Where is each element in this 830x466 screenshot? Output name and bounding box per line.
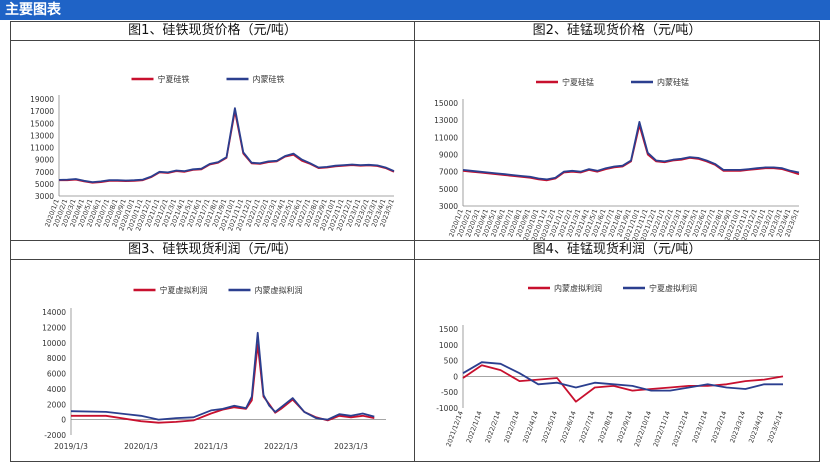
y-tick-label: 19000	[30, 95, 54, 104]
x-tick-label: 2022/7/14	[578, 410, 597, 444]
x-tick-label: 2023/3/14	[728, 410, 747, 444]
x-tick-label: 2021/12/14	[445, 410, 465, 448]
chart-panel-3: 图3、硅铁现货利润（元/吨） 宁夏虚拟利润 内蒙虚拟利润 -2000 0 2000 400…	[10, 240, 415, 462]
legend-label: 内蒙硅锰	[657, 77, 689, 87]
y-tick-label: 0	[61, 416, 66, 425]
legend: 宁夏虚拟利润 内蒙虚拟利润	[133, 285, 303, 295]
y-tick-label: 5000	[35, 180, 54, 189]
y-tick-label: 4000	[47, 385, 66, 394]
chart-svg: 宁夏硅锰 内蒙硅锰30005000700090001100013000150002…	[434, 77, 801, 240]
x-tick-label: 2022/1/3	[264, 442, 298, 451]
y-tick-label: 3000	[35, 192, 54, 201]
x-tick-label: 2023/4/14	[747, 410, 766, 444]
chart-title: 图1、硅铁现货价格（元/吨）	[11, 22, 414, 41]
y-tick-label: 15000	[434, 99, 458, 108]
x-tick-label: 2023/5/14	[766, 410, 785, 444]
y-tick-label: 9000	[439, 151, 458, 160]
chart-title: 图3、硅铁现货利润（元/吨）	[11, 241, 414, 260]
x-tick-label: 2023/2/14	[709, 410, 728, 444]
y-tick-label: -500	[441, 388, 458, 397]
chart-panel-4: 图4、硅锰现货利润（元/吨） 内蒙虚拟利润 宁夏虚拟利润 -1000 -500 0 500…	[414, 240, 820, 462]
chart-svg: 宁夏虚拟利润 内蒙虚拟利润 -2000 0 2000 4000 6000 8000 10000 1…	[42, 285, 386, 451]
chart-panel-1: 图1、硅铁现货价格（元/吨） 宁夏硅铁 内蒙硅铁 3000 5000 7000 9000 1…	[10, 21, 415, 241]
header-banner: 主要图表	[0, 0, 830, 20]
x-tick-label: 2022/1/14	[465, 410, 484, 444]
y-tick-label: 1500	[439, 325, 458, 334]
y-tick-label: 2000	[47, 400, 66, 409]
x-tick-label: 2022/6/14	[559, 410, 578, 444]
x-tick-label: 2022/4/14	[521, 410, 540, 444]
x-tick-label: 2021/1/3	[194, 442, 228, 451]
legend-label: 宁夏虚拟利润	[649, 283, 697, 293]
legend-label: 宁夏虚拟利润	[160, 285, 208, 295]
legend: 内蒙虚拟利润 宁夏虚拟利润	[528, 283, 697, 293]
x-tick-label: 2023/1/14	[691, 410, 710, 444]
x-tick-label: 2022/11/14	[652, 410, 672, 448]
y-tick-label: 7000	[439, 168, 458, 177]
y-tick-label: 0	[453, 372, 458, 381]
x-tick-label: 2022/9/14	[615, 410, 634, 444]
y-tick-label: 8000	[47, 354, 66, 363]
y-tick-label: 11000	[434, 133, 458, 142]
chart-title: 图2、硅锰现货价格（元/吨）	[415, 22, 819, 41]
y-tick-label: 10000	[42, 339, 66, 348]
chart-svg: 宁夏硅铁 内蒙硅铁 3000 5000 7000 9000 11000 13000 15000 1…	[30, 74, 396, 232]
series-line-1	[462, 124, 800, 182]
chart-panel-2: 图2、硅锰现货价格（元/吨） 宁夏硅锰 内蒙硅锰 3000 5000 7000 9000 1…	[414, 21, 820, 241]
x-tick-label: 2022/3/14	[502, 410, 521, 444]
x-tick-label: 2019/1/3	[54, 442, 88, 451]
y-tick-label: 12000	[42, 323, 66, 332]
y-tick-label: 14000	[42, 308, 66, 317]
y-tick-label: 13000	[30, 131, 54, 140]
y-tick-label: 3000	[439, 202, 458, 211]
series-line-2	[462, 121, 800, 181]
legend: 宁夏硅铁 内蒙硅铁	[131, 74, 285, 84]
legend-label: 宁夏硅锰	[562, 77, 594, 87]
series-line-1	[59, 110, 395, 184]
y-tick-label: -2000	[44, 431, 66, 440]
x-tick-label: 2022/5/14	[540, 410, 559, 444]
legend-label: 宁夏硅铁	[158, 74, 190, 84]
y-tick-label: 11000	[30, 144, 54, 153]
series-line-2	[58, 107, 395, 184]
x-tick-label: 2022/12/14	[670, 410, 690, 448]
y-tick-label: -1000	[436, 404, 458, 413]
series-line-2	[70, 331, 375, 421]
legend-label: 内蒙虚拟利润	[554, 283, 602, 293]
y-tick-label: 13000	[434, 116, 458, 125]
y-tick-label: 9000	[35, 156, 54, 165]
y-tick-label: 15000	[30, 119, 54, 128]
y-tick-label: 500	[444, 357, 459, 366]
y-tick-label: 6000	[47, 370, 66, 379]
y-tick-label: 17000	[30, 107, 54, 116]
x-tick-label: 2022/8/14	[597, 410, 616, 444]
series-line-1	[462, 364, 784, 403]
chart-title: 图4、硅锰现货利润（元/吨）	[415, 241, 819, 260]
legend: 宁夏硅锰 内蒙硅锰	[536, 77, 689, 87]
header-title: 主要图表	[5, 2, 61, 18]
legend-label: 内蒙硅铁	[253, 74, 285, 84]
y-tick-label: 1000	[439, 341, 458, 350]
x-tick-label: 2020/1/3	[124, 442, 158, 451]
x-tick-label: 2022/2/14	[484, 410, 503, 444]
chart-svg: 内蒙虚拟利润 宁夏虚拟利润 -1000 -500 0 500 1000 1500 2021/12…	[436, 283, 785, 448]
series-line-2	[462, 361, 783, 392]
legend-label: 内蒙虚拟利润	[255, 285, 303, 295]
y-tick-label: 5000	[439, 185, 458, 194]
y-tick-label: 7000	[35, 168, 54, 177]
series-line-1	[71, 343, 375, 424]
x-tick-label: 2022/10/14	[633, 410, 653, 448]
x-tick-label: 2023/1/3	[334, 442, 368, 451]
